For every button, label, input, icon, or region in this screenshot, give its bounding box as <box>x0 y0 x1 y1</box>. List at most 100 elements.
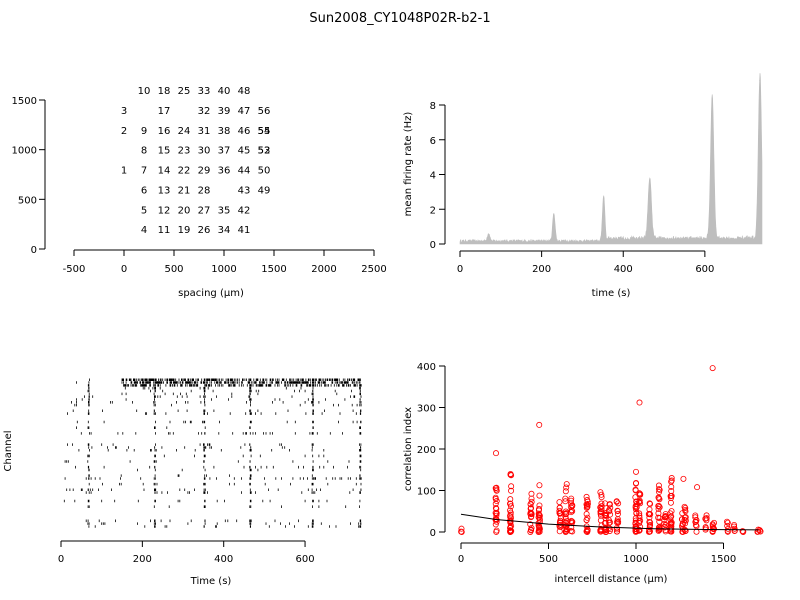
correlation-y-tick-label: 400 <box>417 362 436 373</box>
correlation-point <box>493 487 500 494</box>
correlation-point <box>655 510 662 517</box>
correlation-point <box>492 494 499 501</box>
correlation-point <box>584 514 591 521</box>
correlation-point <box>597 504 604 511</box>
correlation-point <box>536 506 543 513</box>
correlation-x-tick-label: 500 <box>539 554 558 565</box>
firing-rate-area <box>459 73 763 245</box>
correlation-point <box>692 514 699 521</box>
correlation-point <box>724 522 731 529</box>
correlation-point <box>692 522 699 529</box>
electrode-label: 11 <box>158 225 171 236</box>
electrode-label: 2 <box>121 126 127 137</box>
correlation-panel: intercell distance (µm) correlation inde… <box>403 362 764 585</box>
electrode-label: 26 <box>198 225 211 236</box>
electrode-label: 24 <box>178 126 191 137</box>
electrode-label: 27 <box>198 205 211 216</box>
correlation-point <box>583 528 590 535</box>
correlation-point <box>584 502 591 509</box>
electrode-label: 21 <box>178 185 191 196</box>
correlation-point <box>647 522 654 529</box>
firing-rate-xlabel: time (s) <box>592 288 631 299</box>
electrode-label: 39 <box>218 106 231 117</box>
correlation-point <box>527 501 534 508</box>
correlation-point <box>606 501 613 508</box>
correlation-point <box>724 518 731 525</box>
electrode-label: 44 <box>238 166 251 177</box>
electrode-x-tick-label: 2500 <box>361 264 386 275</box>
correlation-point <box>568 509 575 516</box>
electrode-label: 54 <box>258 126 271 137</box>
electrode-label: 35 <box>218 205 231 216</box>
firing-y-tick-label: 0 <box>430 240 436 251</box>
electrode-label: 32 <box>198 106 211 117</box>
correlation-point <box>679 520 686 527</box>
correlation-point <box>528 490 535 497</box>
correlation-point <box>606 519 613 526</box>
electrode-label: 33 <box>198 86 211 97</box>
raster-x-tick-label: 0 <box>58 554 64 565</box>
correlation-point <box>563 484 570 491</box>
electrode-label: 50 <box>258 166 271 177</box>
electrode-label: 5 <box>141 205 147 216</box>
correlation-point <box>656 486 663 493</box>
electrode-label: 3 <box>121 106 127 117</box>
correlation-point <box>568 524 575 531</box>
correlation-point <box>507 509 514 516</box>
electrode-label: 31 <box>198 126 211 137</box>
correlation-point <box>637 517 644 524</box>
correlation-point <box>668 483 675 490</box>
correlation-point <box>507 503 514 510</box>
correlation-point <box>569 503 576 510</box>
correlation-point <box>702 515 709 522</box>
electrode-label: 22 <box>178 166 191 177</box>
correlation-point <box>492 500 499 507</box>
correlation-ylabel: correlation index <box>403 407 414 491</box>
correlation-point <box>602 528 609 535</box>
correlation-point <box>725 525 732 532</box>
raster-x-tick-label: 400 <box>214 554 233 565</box>
firing-rate-peak <box>759 80 761 82</box>
firing-y-tick-label: 4 <box>430 171 436 182</box>
correlation-point <box>562 498 569 505</box>
electrode-label: 12 <box>158 205 171 216</box>
correlation-y-tick-label: 100 <box>417 487 436 498</box>
electrode-label: 15 <box>158 146 171 157</box>
correlation-y-tick-label: 300 <box>417 404 436 415</box>
firing-x-tick-label: 0 <box>457 264 463 275</box>
electrode-label: 6 <box>141 185 147 196</box>
correlation-point <box>656 496 663 503</box>
correlation-point <box>607 511 614 518</box>
spike-raster-marks <box>63 378 362 528</box>
correlation-point <box>605 517 612 524</box>
correlation-point <box>528 498 535 505</box>
correlation-point <box>605 507 612 514</box>
correlation-point <box>493 512 500 519</box>
correlation-point <box>682 514 689 521</box>
correlation-point <box>507 496 514 503</box>
electrode-label: 41 <box>238 225 251 236</box>
correlation-point <box>536 492 543 499</box>
electrode-label: 34 <box>218 225 231 236</box>
correlation-point <box>757 528 764 535</box>
correlation-point <box>598 494 605 501</box>
electrode-label: 23 <box>178 146 191 157</box>
electrode-label: 43 <box>238 185 251 196</box>
electrode-label: 28 <box>198 185 211 196</box>
firing-x-tick-label: 200 <box>532 264 551 275</box>
spike-raster-panel: Time (s) Channel 0 200 400 600 <box>3 378 362 587</box>
correlation-point <box>567 500 574 507</box>
correlation-point <box>528 510 535 517</box>
electrode-layout-xlabel: spacing (µm) <box>178 288 244 299</box>
electrode-label: 16 <box>158 126 171 137</box>
electrode-label: 14 <box>158 166 171 177</box>
electrode-x-tick-label: 2000 <box>311 264 336 275</box>
correlation-point <box>536 482 543 489</box>
correlation-point <box>681 517 688 524</box>
correlation-point <box>563 481 570 488</box>
electrode-label: 8 <box>141 146 147 157</box>
correlation-point <box>693 523 700 530</box>
correlation-point <box>646 506 653 513</box>
electrode-label: 36 <box>218 166 231 177</box>
correlation-y-tick-label: 200 <box>417 445 436 456</box>
